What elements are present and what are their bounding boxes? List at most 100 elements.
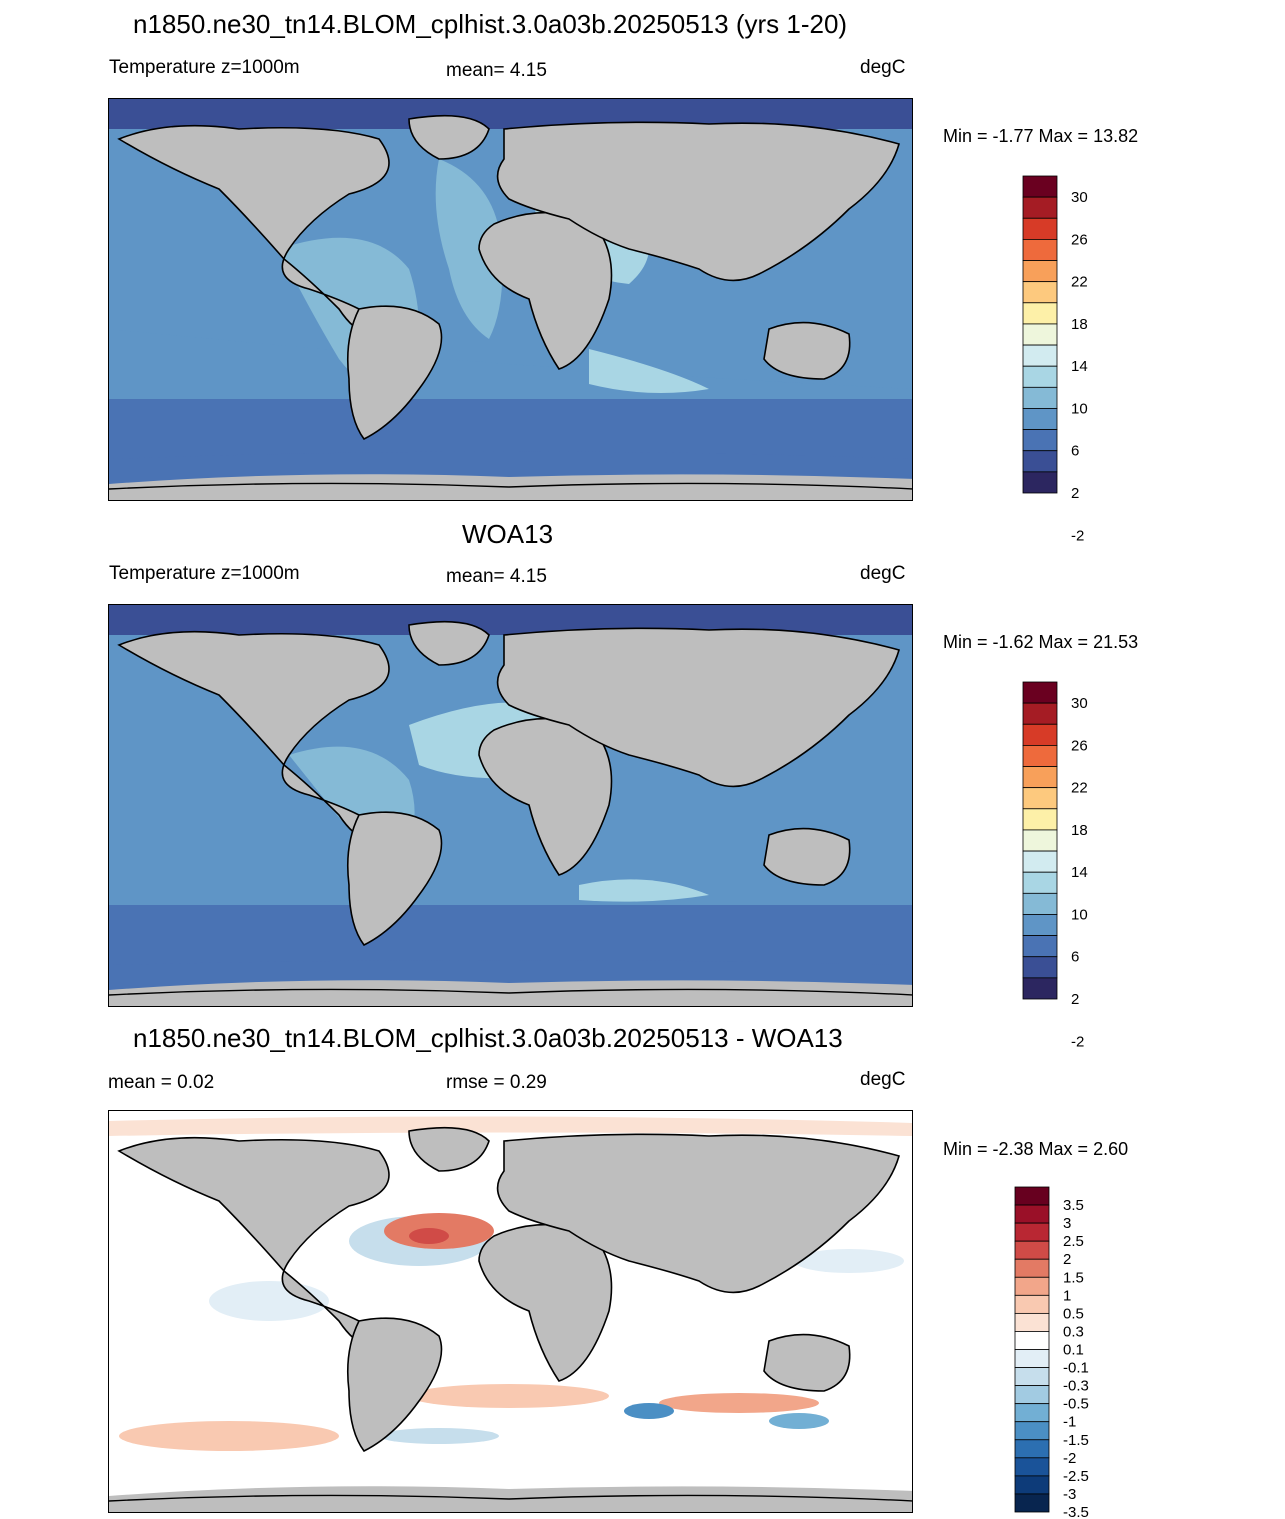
colorbar-tick-label: 2 xyxy=(1071,991,1079,1008)
colorbar-tick-label: -1.5 xyxy=(1063,1432,1089,1449)
min-max-label: Min = -1.62 Max = 21.53 xyxy=(943,632,1139,652)
colorbar-swatch xyxy=(1014,1349,1050,1368)
colorbar-swatch xyxy=(1014,1439,1050,1459)
colorbar-tick-label: 1 xyxy=(1063,1287,1071,1304)
colorbar-tick-label: 2 xyxy=(1063,1251,1071,1268)
colorbar-tick-label: -0.1 xyxy=(1063,1360,1089,1377)
colorbar-tick-label: 14 xyxy=(1071,358,1088,375)
colorbar-swatch xyxy=(1022,702,1058,725)
colorbar-swatch xyxy=(1022,871,1058,894)
colorbar-tick-label: 6 xyxy=(1071,949,1079,966)
colorbar-tick-label: 6 xyxy=(1071,443,1079,460)
colorbar-swatch xyxy=(1014,1475,1050,1495)
min-max-label: Min = -2.38 Max = 2.60 xyxy=(943,1139,1129,1159)
colorbar-swatch xyxy=(1022,977,1058,1000)
colorbar-swatch xyxy=(1022,914,1058,936)
colorbar-tick-label: 0.1 xyxy=(1063,1342,1084,1359)
colorbar-tick-label: 26 xyxy=(1071,231,1088,248)
colorbar-swatch xyxy=(1014,1276,1050,1296)
colorbar-swatch xyxy=(1022,408,1058,430)
colorbar-swatch xyxy=(1022,281,1058,304)
colorbar-swatch xyxy=(1014,1367,1050,1387)
colorbar-tick-label: 22 xyxy=(1071,780,1088,797)
colorbar-tick-label: -0.5 xyxy=(1063,1396,1089,1413)
colorbar-swatch xyxy=(1022,386,1058,409)
colorbar-tick-label: 30 xyxy=(1071,189,1088,206)
colorbar: 30 26 22 18 14 10 6 2 -2 xyxy=(1022,175,1143,544)
colorbar-swatch xyxy=(1014,1421,1050,1441)
colorbar-swatch xyxy=(1022,956,1058,979)
colorbar-tick-label: 3.5 xyxy=(1063,1197,1084,1214)
colorbar-swatch xyxy=(1022,829,1058,852)
colorbar-swatch xyxy=(1014,1457,1050,1477)
colorbar-swatch xyxy=(1022,365,1058,388)
colorbar-swatch xyxy=(1022,175,1058,198)
colorbar-swatch xyxy=(1022,808,1058,831)
colorbar-tick-label: 3 xyxy=(1063,1215,1071,1232)
colorbar-swatch xyxy=(1022,471,1058,494)
colorbar-swatch xyxy=(1014,1403,1050,1423)
panel-title: WOA13 xyxy=(462,519,554,549)
colorbar-swatch xyxy=(1022,892,1058,915)
mean-label: mean= 4.15 xyxy=(446,60,547,81)
map-panel xyxy=(108,1110,913,1513)
colorbar-swatch xyxy=(1014,1493,1050,1513)
colorbar-tick-label: 18 xyxy=(1071,822,1088,839)
rmse-label: rmse = 0.29 xyxy=(446,1072,547,1093)
colorbar-tick-label: -2 xyxy=(1071,1033,1084,1050)
colorbar-tick-label: 14 xyxy=(1071,864,1088,881)
colorbar: 30 26 22 18 14 10 6 2 -2 xyxy=(1022,681,1143,1050)
colorbar-swatch xyxy=(1022,450,1058,473)
colorbar-tick-label: 0.5 xyxy=(1063,1305,1084,1322)
variable-label: Temperature z=1000m xyxy=(109,563,300,584)
colorbar-swatch xyxy=(1022,723,1058,746)
colorbar: 3.5 3 2.5 2 1.5 1 0.5 0.3 0.1 -0.1 -0.3 -0.5 -1 -1.5-… xyxy=(1014,1186,1135,1519)
colorbar-swatch xyxy=(1022,323,1058,346)
colorbar-swatch xyxy=(1022,850,1058,873)
colorbar-swatch xyxy=(1022,302,1058,325)
colorbar-swatch xyxy=(1022,787,1058,810)
colorbar-swatch xyxy=(1014,1258,1050,1278)
colorbar-swatch xyxy=(1014,1385,1050,1405)
map-panel xyxy=(108,98,913,501)
colorbar-swatch xyxy=(1014,1240,1050,1260)
colorbar-tick-label: 0.3 xyxy=(1063,1323,1084,1340)
colorbar-swatch xyxy=(1022,745,1058,767)
colorbar-tick-label: 2.5 xyxy=(1063,1233,1084,1250)
colorbar-swatch xyxy=(1014,1186,1050,1206)
colorbar-swatch xyxy=(1022,681,1058,704)
colorbar-tick-label: 30 xyxy=(1071,695,1088,712)
colorbar-swatch xyxy=(1022,344,1058,367)
panel-title: n1850.ne30_tn14.BLOM_cplhist.3.0a03b.202… xyxy=(133,9,848,39)
colorbar-swatch xyxy=(1014,1312,1050,1332)
mean-label: mean= 4.15 xyxy=(446,566,547,587)
colorbar-tick-label: -3 xyxy=(1063,1486,1076,1503)
colorbar-tick-label: 10 xyxy=(1071,400,1088,417)
colorbar-tick-label: 2 xyxy=(1071,485,1079,502)
min-max-label: Min = -1.77 Max = 13.82 xyxy=(943,126,1139,146)
colorbar-swatch xyxy=(1022,260,1058,283)
units-label: degC xyxy=(860,1069,906,1090)
colorbar-tick-label: 22 xyxy=(1071,274,1088,291)
units-label: degC xyxy=(860,563,906,584)
colorbar-tick-label: 18 xyxy=(1071,316,1088,333)
units-label: degC xyxy=(860,57,906,78)
colorbar-swatch xyxy=(1022,935,1058,958)
colorbar-tick-label: -1 xyxy=(1063,1414,1076,1431)
colorbar-tick-label: -0.3 xyxy=(1063,1378,1089,1395)
colorbar-tick-label: 1.5 xyxy=(1063,1269,1084,1286)
variable-label: Temperature z=1000m xyxy=(109,57,300,78)
colorbar-swatch xyxy=(1022,217,1058,240)
colorbar-tick-label: -2.5 xyxy=(1063,1468,1089,1485)
mean-label: mean = 0.02 xyxy=(108,1072,215,1093)
colorbar-swatch xyxy=(1014,1294,1050,1314)
colorbar-tick-label: 26 xyxy=(1071,737,1088,754)
colorbar-swatch xyxy=(1014,1222,1050,1242)
colorbar-tick-label: -2 xyxy=(1071,527,1084,544)
colorbar-tick-label: -3.5 xyxy=(1063,1504,1089,1519)
colorbar-swatch xyxy=(1022,766,1058,789)
colorbar-swatch xyxy=(1014,1331,1050,1350)
map-panel xyxy=(108,604,913,1007)
colorbar-tick-label: -2 xyxy=(1063,1450,1076,1467)
colorbar-swatch xyxy=(1014,1204,1050,1224)
